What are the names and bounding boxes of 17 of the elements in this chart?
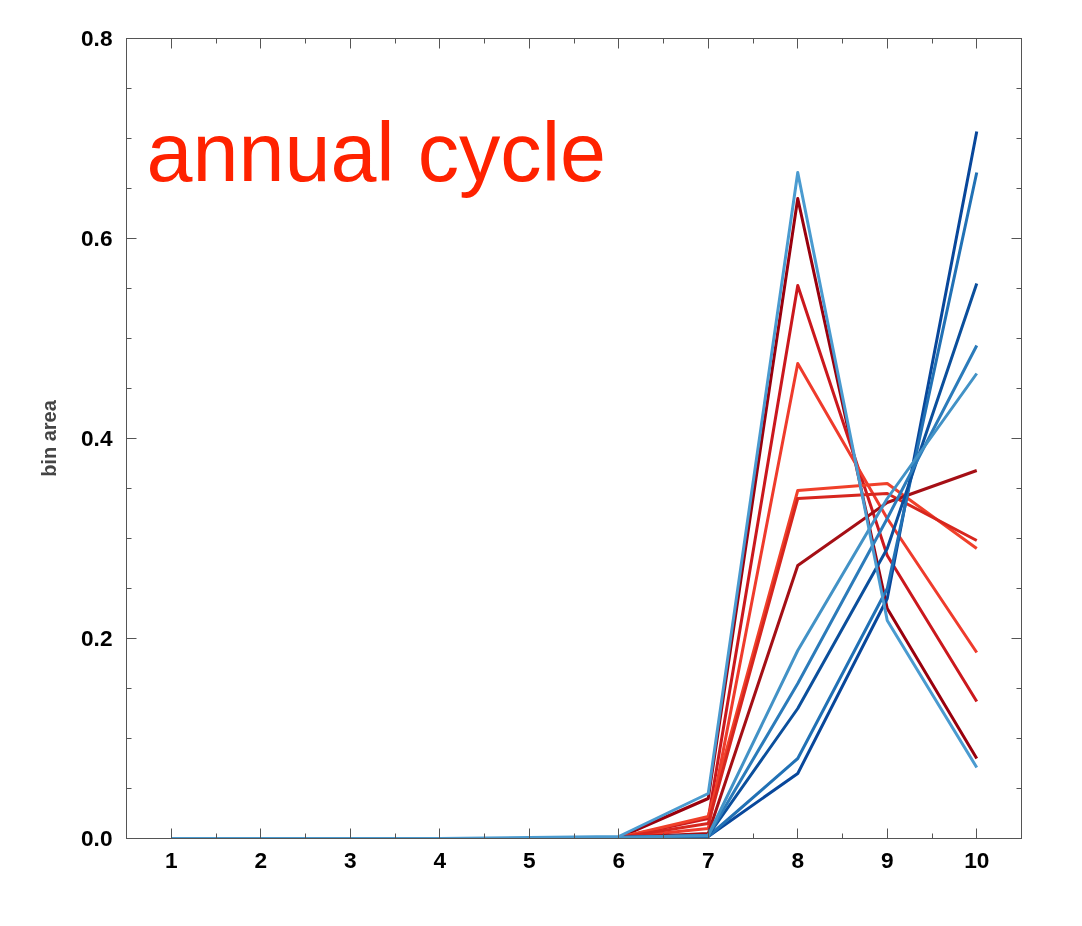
text: annual cycle bbox=[146, 105, 606, 199]
x-tick-label: 1 bbox=[164, 846, 178, 873]
y-tick-label: 0.0 bbox=[81, 825, 113, 851]
x-tick-label: 6 bbox=[612, 846, 626, 873]
x-tick-label: 8 bbox=[791, 846, 805, 873]
x-tick-label: 7 bbox=[701, 846, 715, 873]
y-tick-label: 0.4 bbox=[81, 425, 113, 451]
y-tick-label: 0.8 bbox=[81, 25, 113, 51]
x-tick-label: 4 bbox=[433, 846, 447, 873]
x-tick-label: 2 bbox=[254, 846, 268, 873]
y-tick-label: 0.2 bbox=[81, 625, 113, 651]
y-axis-title: bin area bbox=[38, 399, 60, 477]
x-tick-label: 3 bbox=[343, 846, 357, 873]
x-tick-label: 10 bbox=[964, 846, 990, 873]
x-tick-label: 5 bbox=[522, 846, 536, 873]
x-tick-label: 9 bbox=[880, 846, 894, 873]
y-tick-label: 0.6 bbox=[81, 225, 113, 251]
